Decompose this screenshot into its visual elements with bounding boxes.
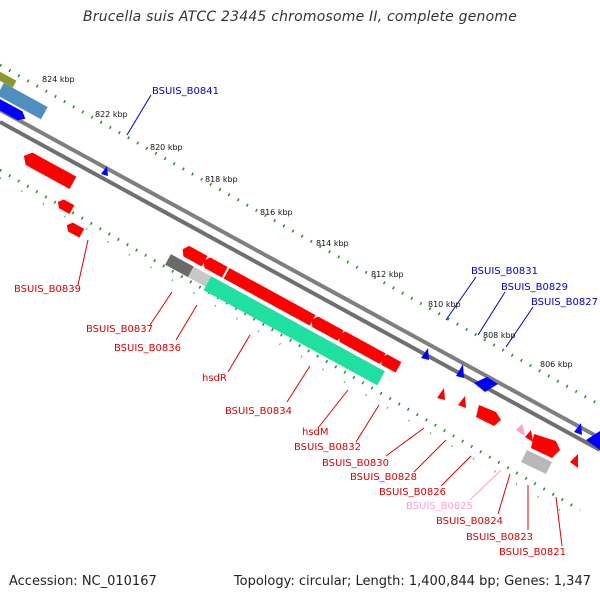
gene-red-2 [57,199,75,215]
tick-label-810: 810 kbp [428,300,461,309]
gene-pink-b0825 [516,424,525,436]
gene-red-1 [23,152,77,189]
gene-label-b0828: BSUIS_B0828 [350,472,417,483]
tick-label-808: 808 kbp [483,331,516,340]
accession-text: Accession: NC_010167 [9,574,157,589]
gene-label-hsdr: hsdR [202,373,227,384]
reverse-genes-left [23,152,85,238]
genome-backbone [0,108,600,440]
gene-red-top-a [182,245,208,267]
reverse-arrow-b0824 [525,430,533,442]
gene-olive [0,71,17,88]
gene-label-b0836: BSUIS_B0836 [114,343,181,354]
tick-label-818: 818 kbp [205,175,238,184]
genome-summary-text: Topology: circular; Length: 1,400,844 bp… [233,574,591,589]
gene-pseudo-light [187,266,212,287]
gene-label-b0837: BSUIS_B0837 [86,324,153,335]
scale-labels: 824 kbp 822 kbp 820 kbp 818 kbp 816 kbp … [42,75,573,369]
tick-label-816: 816 kbp [260,208,293,217]
tick-label-812: 812 kbp [371,270,404,279]
gene-pseudo-b0821 [521,450,552,474]
reverse-leaders [77,239,563,547]
genome-backbone-inner [0,120,600,452]
tick-label-820: 820 kbp [150,143,183,152]
forward-gene-labels: BSUIS_B0841 BSUIS_B0831 BSUIS_B0829 BSUI… [152,86,598,308]
gene-label-b0825: BSUIS_B0825 [406,501,473,512]
gene-red-b0828 [380,354,402,373]
forward-arrow-4 [474,377,498,392]
reverse-arrow-b0821 [570,454,578,468]
gene-red-b0826 [476,405,501,426]
gene-red-b0832 [311,316,344,341]
gene-label-b0821: BSUIS_B0821 [499,547,566,558]
outer-tick-row [0,63,600,407]
forward-arrow-5 [574,423,582,435]
gene-label-b0826: BSUIS_B0826 [379,487,446,498]
gene-label-b0839: BSUIS_B0839 [14,284,81,295]
gene-steelblue [0,82,48,120]
reverse-arrow-2 [458,396,466,408]
gene-label-b0841: BSUIS_B0841 [152,86,219,97]
gene-rna-b0834 [293,325,385,386]
gene-label-b0829: BSUIS_B0829 [501,282,568,293]
gene-blue-arrow [0,97,26,121]
forward-gene-group-topleft [0,71,48,121]
gene-rna-hsdr [203,276,301,340]
gene-label-b0824: BSUIS_B0824 [436,516,503,527]
central-gene-block [165,245,402,386]
tick-label-822: 822 kbp [95,110,128,119]
gene-label-b0831: BSUIS_B0831 [471,266,538,277]
map-title: Brucella suis ATCC 23445 chromosome II, … [82,9,518,25]
forward-arrow-1 [101,166,108,176]
gene-label-b0832: BSUIS_B0832 [294,442,361,453]
forward-arrow-2 [421,348,429,360]
gene-red-top-b [203,257,228,278]
reverse-gene-labels: BSUIS_B0839 BSUIS_B0837 BSUIS_B0836 hsdR… [14,284,566,558]
inner-tick-row [0,168,581,512]
reverse-arrow-1 [437,388,445,400]
forward-leaders [126,94,534,348]
gene-label-b0830: BSUIS_B0830 [322,458,389,469]
inner-tick-row-2 [0,177,571,517]
gene-label-b0827: BSUIS_B0827 [531,297,598,308]
tick-label-824: 824 kbp [42,75,75,84]
tick-label-814: 814 kbp [316,239,349,248]
gene-red-long [223,267,316,326]
gene-label-b0823: BSUIS_B0823 [466,532,533,543]
gene-label-b0834: BSUIS_B0834 [225,406,292,417]
gene-red-b0830 [338,331,386,364]
gene-red-b0823 [531,434,560,458]
tick-label-806: 806 kbp [540,360,573,369]
forward-arrow-3 [456,364,464,378]
gene-label-hsdm: hsdM [302,427,329,438]
gene-pseudo-dark [165,254,194,278]
forward-arrow-6 [586,431,600,450]
gene-red-3 [66,222,85,238]
